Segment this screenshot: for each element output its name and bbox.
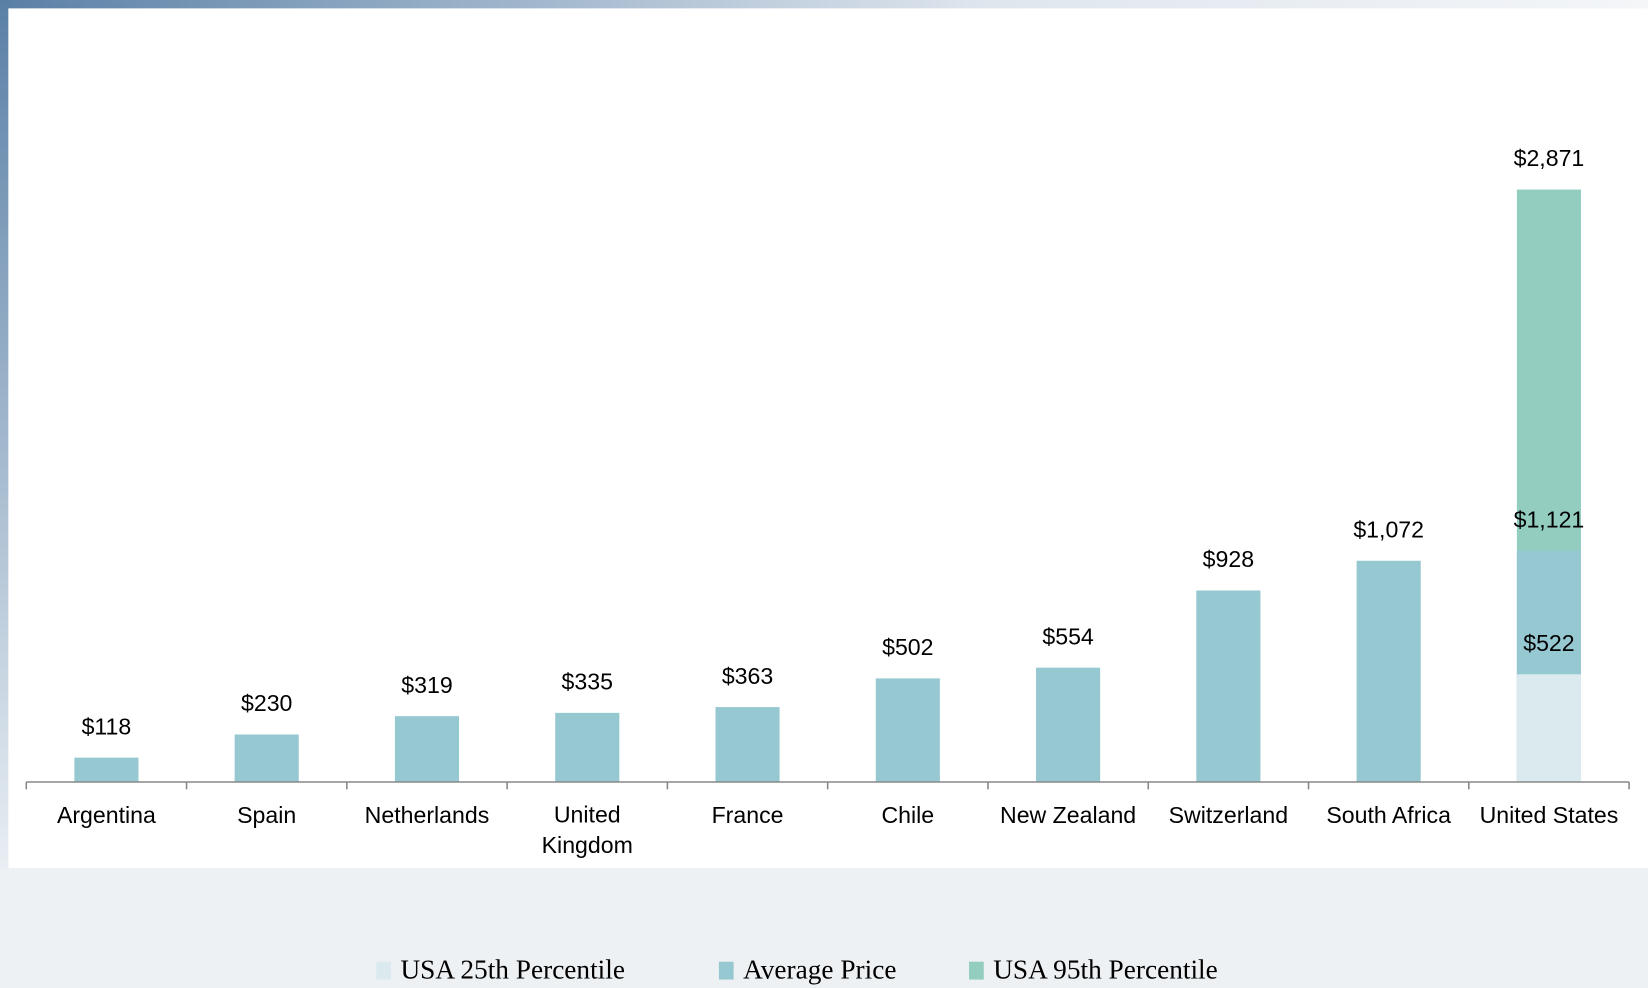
bar <box>1356 560 1421 782</box>
data-label: $230 <box>241 690 292 716</box>
data-label: $928 <box>1203 546 1254 572</box>
legend-swatch <box>376 961 391 980</box>
x-tick-label: Argentina <box>57 802 156 828</box>
legend-label: USA 95th Percentile <box>993 954 1218 984</box>
bar <box>875 678 940 782</box>
bar <box>1516 674 1581 782</box>
legend-label: USA 25th Percentile <box>400 954 625 984</box>
bar <box>74 757 139 782</box>
bar <box>555 712 620 782</box>
data-label: $2,871 <box>1514 145 1585 171</box>
data-label: $1,121 <box>1514 506 1585 532</box>
bar <box>1036 667 1101 782</box>
x-tick-label: Switzerland <box>1169 802 1288 828</box>
bar <box>715 707 780 782</box>
legend-label: Average Price <box>743 954 896 984</box>
x-tick-label: New Zealand <box>1000 802 1136 828</box>
data-label: $502 <box>882 634 933 660</box>
x-tick-label: Netherlands <box>365 802 490 828</box>
x-tick-label: Chile <box>881 802 934 828</box>
data-label: $554 <box>1042 623 1094 649</box>
data-label: $319 <box>401 672 452 698</box>
x-tick-label: France <box>712 802 784 828</box>
x-tick-label: United Kingdom <box>542 802 633 858</box>
data-label: $1,072 <box>1353 516 1424 542</box>
bar <box>234 734 299 782</box>
bar <box>394 716 460 782</box>
x-tick-label: South Africa <box>1326 802 1451 828</box>
data-label: $522 <box>1523 630 1574 656</box>
bar <box>1196 590 1261 782</box>
x-tick-label: United States <box>1480 802 1619 828</box>
legend: USA 25th Percentile Average Price USA 95th… <box>376 954 1218 984</box>
x-tick-label: Spain <box>237 802 296 828</box>
data-label: $363 <box>722 663 773 689</box>
top-band <box>0 0 1648 9</box>
legend-swatch <box>969 961 984 980</box>
plot-area: $522 $118 $230 $319 $335 $363 $502 $554 $928 $1,0… <box>25 145 1630 858</box>
left-band <box>0 0 9 869</box>
legend-swatch <box>718 961 734 980</box>
data-label: $118 <box>82 713 132 739</box>
data-label: $335 <box>562 669 613 695</box>
